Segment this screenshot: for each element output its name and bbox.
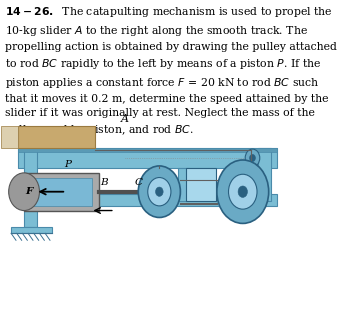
Circle shape (229, 174, 257, 209)
Text: F: F (25, 187, 32, 196)
FancyBboxPatch shape (24, 148, 37, 228)
FancyBboxPatch shape (11, 228, 51, 233)
FancyBboxPatch shape (178, 168, 189, 201)
FancyBboxPatch shape (1, 126, 18, 148)
Circle shape (217, 160, 269, 223)
FancyBboxPatch shape (258, 148, 271, 201)
Circle shape (155, 187, 163, 196)
Text: P: P (64, 160, 71, 169)
Circle shape (245, 149, 260, 167)
Circle shape (148, 178, 171, 206)
Circle shape (250, 155, 256, 161)
FancyBboxPatch shape (18, 148, 277, 152)
FancyBboxPatch shape (18, 194, 277, 206)
Text: B: B (100, 178, 108, 187)
FancyBboxPatch shape (32, 178, 92, 206)
Text: $\mathbf{14-26.}$  The catapulting mechanism is used to propel the
10-kg slider : $\mathbf{14-26.}$ The catapulting mechan… (5, 5, 336, 137)
FancyBboxPatch shape (18, 126, 95, 148)
FancyBboxPatch shape (18, 148, 277, 168)
Circle shape (238, 186, 247, 198)
Text: A: A (120, 114, 128, 124)
FancyBboxPatch shape (24, 173, 99, 210)
Text: C: C (134, 178, 142, 187)
FancyBboxPatch shape (186, 168, 216, 201)
Circle shape (9, 173, 40, 210)
Circle shape (138, 166, 180, 217)
